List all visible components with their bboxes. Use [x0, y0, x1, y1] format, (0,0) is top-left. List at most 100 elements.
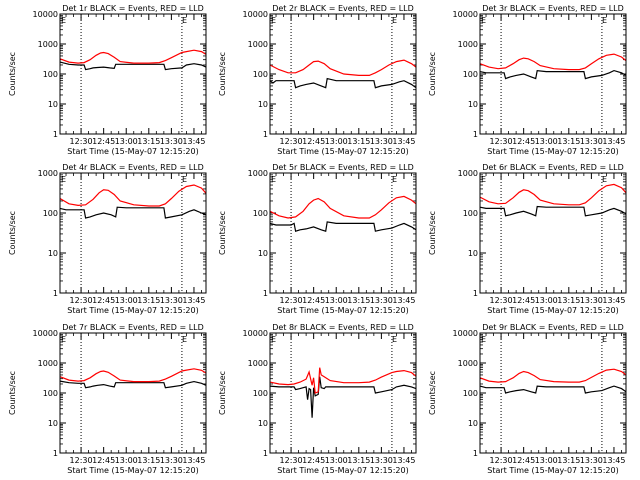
x-tick-label: 13:15 [347, 296, 370, 305]
panel-det-6: Det 6r BLACK = Events, RED = LLD E E 1 10 100… [428, 163, 627, 315]
corner-mark: E [392, 335, 397, 344]
x-tick-label: 13:15 [557, 137, 580, 146]
y-axis-label: Counts/sec [428, 371, 437, 415]
y-tick-label: 1000 [38, 359, 58, 368]
panel-det-4: Det 4r BLACK = Events, RED = LLD E E 1 10 100… [8, 163, 207, 315]
y-tick-label: 10000 [243, 329, 268, 338]
panel-title: Det 1r BLACK = Events, RED = LLD [62, 4, 204, 13]
x-tick-label: 13:15 [137, 456, 160, 465]
x-tick-label: 13:30 [370, 456, 393, 465]
series-events [269, 77, 417, 89]
series-lld [479, 183, 627, 206]
x-tick-label: 12:30 [490, 456, 513, 465]
x-axis-label: Start Time (15-May-07 12:15:20) [487, 306, 618, 315]
series-events [59, 61, 207, 71]
panel-det-5: Det 5r BLACK = Events, RED = LLD E E 1 10 100… [218, 163, 417, 315]
y-tick-label: 1 [53, 449, 58, 458]
x-tick-label: 13:45 [392, 296, 415, 305]
y-tick-label: 10 [468, 100, 478, 109]
x-tick-label: 13:45 [602, 137, 625, 146]
panel-title: Det 6r BLACK = Events, RED = LLD [482, 163, 624, 172]
x-tick-label: 12:45 [92, 456, 115, 465]
x-tick-label: 13:45 [182, 456, 205, 465]
plot-frame [269, 332, 417, 454]
x-tick-label: 13:30 [160, 456, 183, 465]
y-axis-label: Counts/sec [8, 211, 17, 255]
x-tick-label: 12:30 [490, 296, 513, 305]
y-tick-label: 100 [253, 209, 268, 218]
x-axis-label: Start Time (15-May-07 12:15:20) [277, 466, 408, 475]
x-tick-label: 13:15 [557, 456, 580, 465]
x-tick-label: 13:30 [580, 137, 603, 146]
y-axis-label: Counts/sec [428, 52, 437, 96]
y-tick-label: 1 [53, 130, 58, 139]
panel-det-1: Det 1r BLACK = Events, RED = LLD E E 1 10 100… [8, 4, 207, 156]
plot-frame [479, 172, 627, 294]
y-axis-label: Counts/sec [218, 371, 227, 415]
x-tick-label: 13:00 [325, 456, 348, 465]
y-axis-label: Counts/sec [218, 211, 227, 255]
y-tick-label: 1000 [248, 40, 268, 49]
x-axis-label: Start Time (15-May-07 12:15:20) [67, 466, 198, 475]
plot-frame [59, 172, 207, 294]
y-tick-label: 100 [463, 209, 478, 218]
y-tick-label: 100 [43, 70, 58, 79]
x-tick-label: 12:30 [280, 296, 303, 305]
x-tick-label: 12:30 [70, 456, 93, 465]
panel-title: Det 3r BLACK = Events, RED = LLD [482, 4, 624, 13]
panel-det-8: Det 8r BLACK = Events, RED = LLD E E 1 10 100… [218, 323, 417, 475]
x-tick-label: 13:00 [325, 296, 348, 305]
series-lld [269, 367, 417, 394]
x-tick-label: 13:30 [160, 137, 183, 146]
panel-title: Det 4r BLACK = Events, RED = LLD [62, 163, 204, 172]
corner-mark: E [61, 175, 66, 184]
y-tick-label: 1000 [458, 169, 478, 178]
corner-mark: E [182, 335, 187, 344]
plot-frame [59, 13, 207, 135]
panel-det-3: Det 3r BLACK = Events, RED = LLD E E 1 10 100… [428, 4, 627, 156]
corner-mark: E [392, 175, 397, 184]
x-tick-label: 13:00 [535, 137, 558, 146]
x-tick-label: 12:30 [280, 137, 303, 146]
x-tick-label: 12:45 [302, 456, 325, 465]
x-tick-label: 13:15 [137, 137, 160, 146]
series-lld [269, 59, 417, 77]
x-tick-label: 13:00 [535, 296, 558, 305]
y-tick-label: 1 [473, 130, 478, 139]
x-tick-label: 13:45 [602, 296, 625, 305]
y-axis-label: Counts/sec [428, 211, 437, 255]
x-tick-label: 12:45 [302, 296, 325, 305]
x-tick-label: 13:00 [325, 137, 348, 146]
corner-mark: E [602, 335, 607, 344]
corner-mark: E [271, 16, 276, 25]
y-tick-label: 10 [468, 419, 478, 428]
x-axis-label: Start Time (15-May-07 12:15:20) [487, 147, 618, 156]
x-tick-label: 13:45 [392, 456, 415, 465]
y-axis-label: Counts/sec [8, 371, 17, 415]
x-axis-label: Start Time (15-May-07 12:15:20) [277, 306, 408, 315]
corner-mark: E [602, 16, 607, 25]
y-tick-label: 10 [468, 249, 478, 258]
y-tick-label: 10000 [33, 329, 58, 338]
x-tick-label: 12:45 [512, 137, 535, 146]
x-tick-label: 12:30 [70, 296, 93, 305]
y-tick-label: 1 [53, 289, 58, 298]
panel-title: Det 7r BLACK = Events, RED = LLD [62, 323, 204, 332]
corner-mark: E [271, 175, 276, 184]
y-tick-label: 10 [48, 249, 58, 258]
y-tick-label: 1000 [458, 359, 478, 368]
series-events [269, 221, 417, 232]
series-events [479, 69, 627, 80]
series-events [479, 205, 627, 217]
x-tick-label: 13:30 [370, 296, 393, 305]
panel-title: Det 5r BLACK = Events, RED = LLD [272, 163, 414, 172]
y-tick-label: 1 [263, 130, 268, 139]
x-tick-label: 13:15 [137, 296, 160, 305]
corner-mark: E [182, 175, 187, 184]
y-tick-label: 1 [473, 449, 478, 458]
y-tick-label: 1 [263, 449, 268, 458]
plot-frame [269, 172, 417, 294]
corner-mark: E [271, 335, 276, 344]
corner-mark: E [602, 175, 607, 184]
plot-frame [269, 13, 417, 135]
